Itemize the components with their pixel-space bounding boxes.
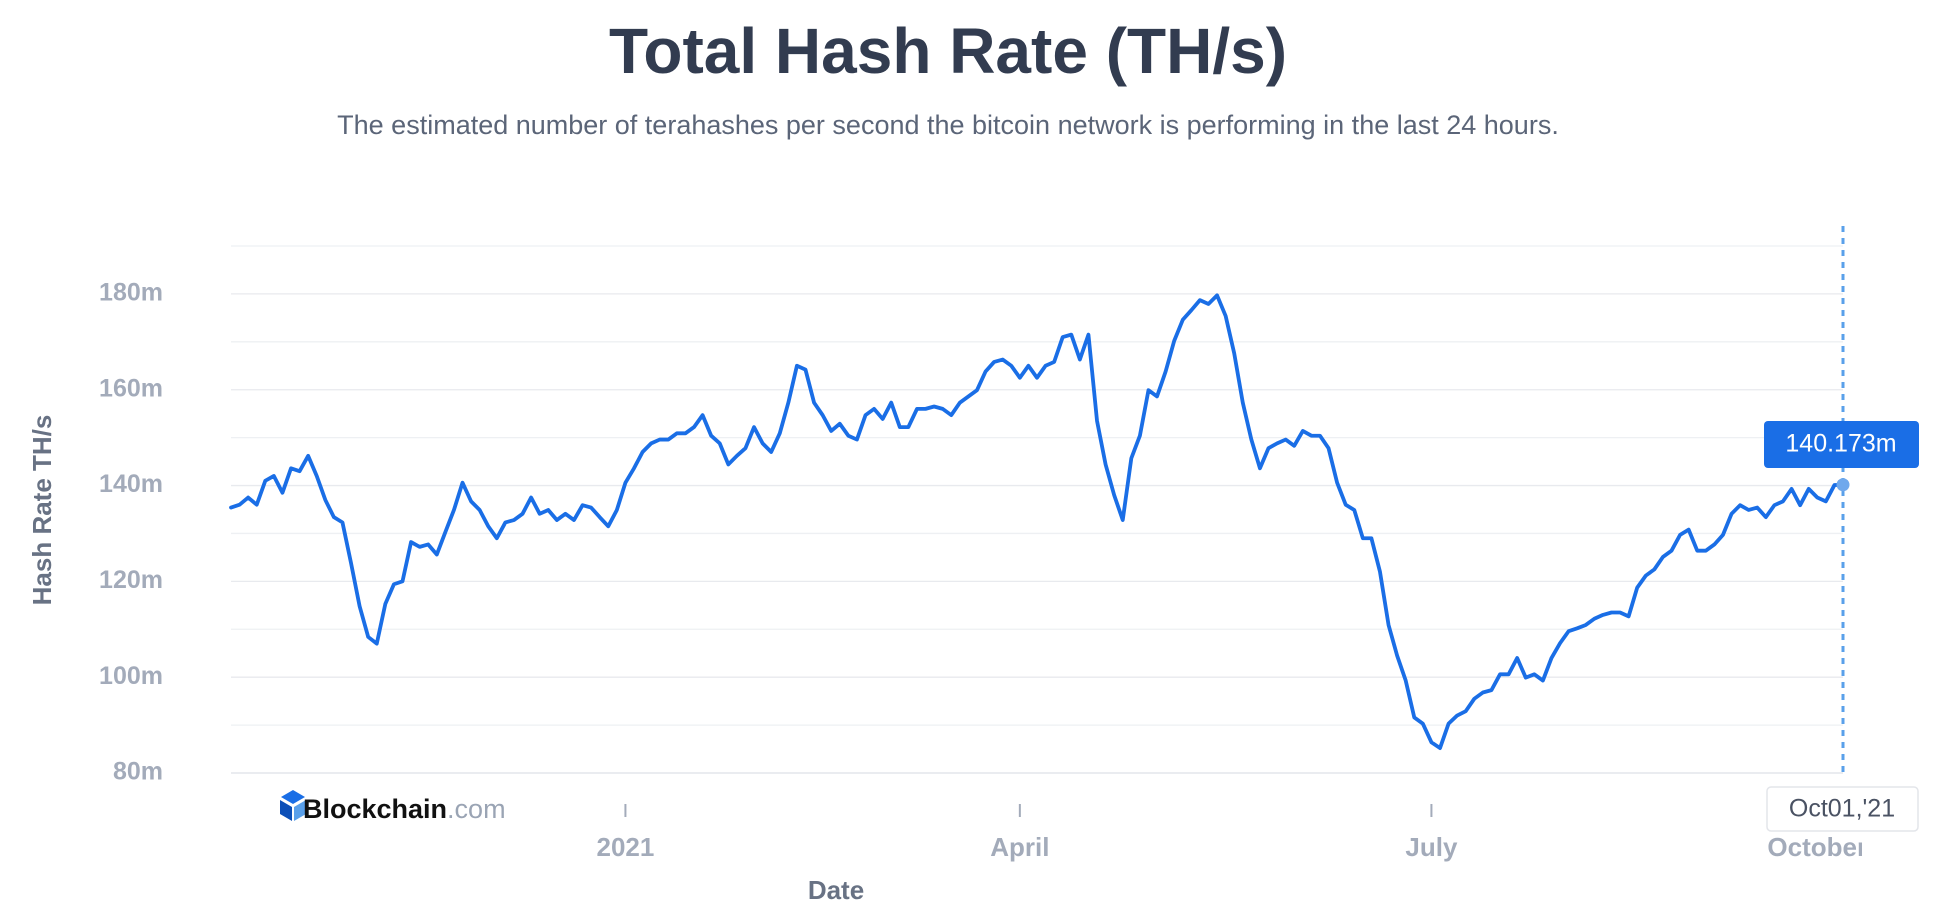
logo-text: Blockchain.com — [303, 794, 506, 824]
logo-icon — [281, 790, 305, 804]
hover: 140.173m Oct01,'21 — [1764, 226, 1919, 832]
value-badge — [1764, 421, 1919, 468]
x-tick-label: April — [990, 832, 1049, 862]
x-tick-label: October — [1767, 832, 1867, 862]
logo: Blockchain.com — [280, 790, 506, 824]
plot — [229, 293, 1845, 750]
y-tick-label: 140m — [99, 470, 163, 498]
line-series — [229, 293, 1845, 750]
value-label: 140.173m — [1785, 430, 1896, 458]
y-tick-label: 120m — [99, 566, 163, 594]
logo-icon — [294, 800, 306, 821]
grid: 80m 100m 120m 140m 160m 180m — [99, 245, 1843, 786]
date-badge — [1766, 786, 1919, 832]
y-tick-label: 80m — [113, 758, 163, 786]
y-tick-label: 160m — [99, 374, 163, 402]
x-axis: 2021 April July October — [597, 804, 1867, 862]
logo-suffix: .com — [447, 794, 506, 824]
chart-title: Total Hash Rate (TH/s) — [609, 15, 1287, 87]
date-label: Oct01,'21 — [1789, 795, 1895, 823]
x-tick-label: July — [1405, 832, 1458, 862]
y-tick-label: 180m — [99, 279, 163, 307]
logo-icon — [280, 800, 292, 821]
y-tick-label: 100m — [99, 662, 163, 690]
hover-point — [1836, 478, 1850, 492]
x-axis-title: Date — [808, 875, 864, 905]
x-tick-label: 2021 — [597, 832, 655, 862]
chart-subtitle: The estimated number of terahashes per s… — [337, 110, 1559, 140]
logo-name: Blockchain — [303, 794, 447, 824]
y-axis-title: Hash Rate TH/s — [27, 415, 57, 606]
